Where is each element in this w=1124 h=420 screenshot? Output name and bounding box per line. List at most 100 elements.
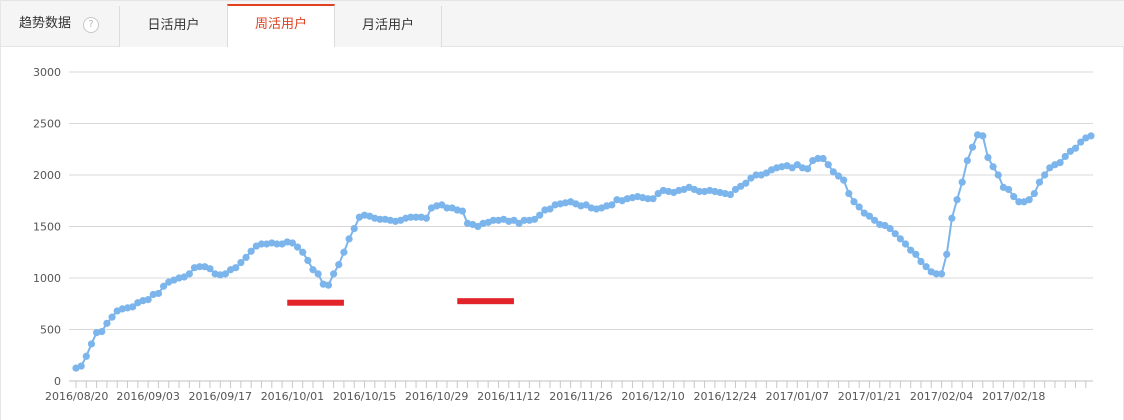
data-point[interactable] xyxy=(185,270,193,278)
data-point[interactable] xyxy=(1025,196,1033,204)
data-point[interactable] xyxy=(77,362,85,370)
data-point[interactable] xyxy=(489,216,497,224)
data-point[interactable] xyxy=(237,258,245,267)
data-point[interactable] xyxy=(922,263,930,271)
data-point[interactable] xyxy=(896,235,904,243)
data-point[interactable] xyxy=(804,165,812,173)
data-point[interactable] xyxy=(1056,159,1064,167)
data-point[interactable] xyxy=(886,224,894,233)
data-point[interactable] xyxy=(649,195,657,203)
data-point[interactable] xyxy=(953,196,961,204)
data-point[interactable] xyxy=(1015,198,1023,206)
data-point[interactable] xyxy=(814,154,822,163)
data-point[interactable] xyxy=(1071,144,1080,152)
data-point[interactable] xyxy=(989,163,997,171)
data-point[interactable] xyxy=(247,247,255,255)
data-point[interactable] xyxy=(695,187,704,196)
data-point[interactable] xyxy=(901,240,910,248)
data-point[interactable] xyxy=(726,190,734,199)
data-point[interactable] xyxy=(407,213,415,221)
data-point[interactable] xyxy=(221,270,230,278)
data-point[interactable] xyxy=(963,156,971,165)
data-point[interactable] xyxy=(299,248,307,256)
data-point[interactable] xyxy=(871,216,879,224)
data-point[interactable] xyxy=(103,319,111,327)
data-point[interactable] xyxy=(350,224,358,233)
data-point[interactable] xyxy=(907,246,915,254)
data-point[interactable] xyxy=(314,270,322,278)
data-point[interactable] xyxy=(937,270,946,278)
data-point[interactable] xyxy=(932,270,941,278)
data-point[interactable] xyxy=(412,213,420,221)
data-point[interactable] xyxy=(850,198,858,206)
data-point[interactable] xyxy=(819,154,827,163)
data-point[interactable] xyxy=(742,179,750,187)
data-point[interactable] xyxy=(968,143,977,151)
data-point[interactable] xyxy=(845,189,853,198)
y-tick-label: 2000 xyxy=(33,169,61,182)
y-tick-label: 500 xyxy=(40,324,61,337)
data-point[interactable] xyxy=(129,303,137,311)
data-point[interactable] xyxy=(824,161,832,169)
data-point[interactable] xyxy=(324,281,333,289)
data-point[interactable] xyxy=(242,253,250,261)
data-point[interactable] xyxy=(376,215,384,223)
data-point[interactable] xyxy=(1077,138,1085,146)
data-point[interactable] xyxy=(196,263,204,271)
data-point[interactable] xyxy=(154,289,163,298)
data-point[interactable] xyxy=(829,168,837,176)
data-point[interactable] xyxy=(1035,178,1044,186)
data-point[interactable] xyxy=(943,250,951,258)
data-point[interactable] xyxy=(309,266,317,274)
data-point[interactable] xyxy=(206,265,214,273)
data-point[interactable] xyxy=(546,205,554,213)
data-point[interactable] xyxy=(288,239,296,247)
data-point[interactable] xyxy=(536,211,544,219)
data-point[interactable] xyxy=(608,201,616,209)
data-point[interactable] xyxy=(530,215,539,223)
data-point[interactable] xyxy=(98,327,106,336)
data-point[interactable] xyxy=(144,296,152,304)
data-point[interactable] xyxy=(917,257,925,266)
data-point[interactable] xyxy=(958,178,966,186)
data-point[interactable] xyxy=(159,282,168,290)
data-point[interactable] xyxy=(422,214,430,222)
data-point[interactable] xyxy=(1030,189,1038,198)
tab-daily-active[interactable]: 日活用户 xyxy=(119,6,228,47)
data-point[interactable] xyxy=(335,261,343,269)
data-point[interactable] xyxy=(979,132,987,140)
data-point[interactable] xyxy=(458,207,467,215)
data-point[interactable] xyxy=(855,203,863,211)
tab-monthly-active[interactable]: 月活用户 xyxy=(334,6,442,47)
data-point[interactable] xyxy=(293,243,302,251)
data-point[interactable] xyxy=(834,172,843,180)
data-point[interactable] xyxy=(304,256,312,265)
data-point[interactable] xyxy=(345,235,353,243)
data-point[interactable] xyxy=(865,212,874,220)
data-point[interactable] xyxy=(443,204,451,212)
data-point[interactable] xyxy=(82,352,90,360)
data-point[interactable] xyxy=(232,264,240,272)
data-point[interactable] xyxy=(752,171,760,179)
data-point[interactable] xyxy=(948,214,956,222)
data-point[interactable] xyxy=(891,230,899,238)
data-point[interactable] xyxy=(1004,185,1013,194)
data-point[interactable] xyxy=(912,250,920,258)
data-point[interactable] xyxy=(520,216,528,224)
tab-weekly-active[interactable]: 周活用户 xyxy=(227,4,335,47)
data-point[interactable] xyxy=(1010,193,1018,201)
data-point[interactable] xyxy=(273,240,281,248)
data-point[interactable] xyxy=(1087,132,1095,140)
data-point[interactable] xyxy=(257,240,266,248)
data-point[interactable] xyxy=(1041,171,1049,179)
data-point[interactable] xyxy=(108,313,116,321)
data-point[interactable] xyxy=(87,340,96,348)
data-point[interactable] xyxy=(1061,152,1069,161)
data-point[interactable] xyxy=(994,171,1002,179)
data-point[interactable] xyxy=(840,176,848,184)
data-point[interactable] xyxy=(984,153,992,162)
help-icon[interactable]: ? xyxy=(83,17,99,33)
data-point[interactable] xyxy=(330,270,338,278)
data-point[interactable] xyxy=(644,195,652,203)
data-point[interactable] xyxy=(340,248,348,256)
